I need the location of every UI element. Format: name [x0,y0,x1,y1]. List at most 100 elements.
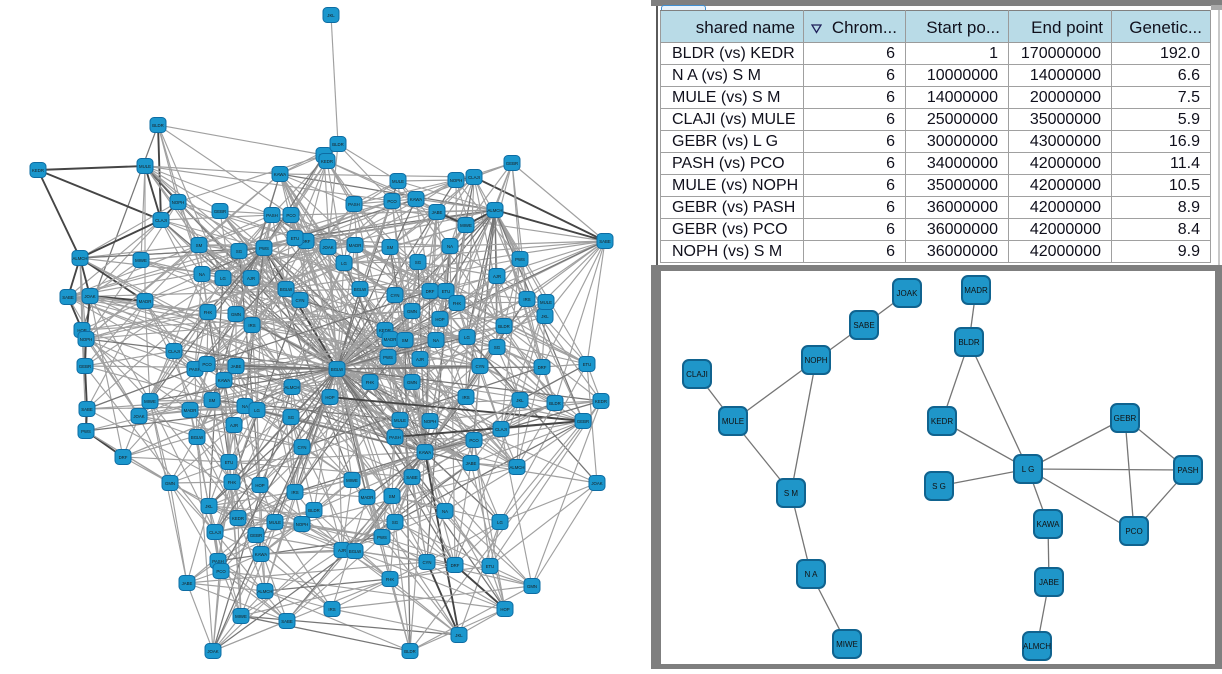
svg-text:MADR: MADR [139,299,152,304]
svg-text:NA: NA [242,404,248,409]
svg-text:ALMCH: ALMCH [72,256,87,261]
svg-text:SM: SM [402,338,409,343]
svg-text:NOPH: NOPH [296,522,308,527]
svg-text:BGLW: BGLW [331,367,344,372]
svg-text:PCO: PCO [216,569,226,574]
svg-text:PCO: PCO [202,362,212,367]
svg-text:SABE: SABE [281,619,293,624]
svg-text:KAWA: KAWA [218,378,230,383]
svg-text:MULE: MULE [540,300,552,305]
svg-text:CLAJI: CLAJI [495,427,507,432]
svg-text:SABE: SABE [62,295,74,300]
svg-text:ETU: ETU [583,362,592,367]
svg-text:JKL: JKL [516,398,524,403]
svg-text:ALMCH: ALMCH [509,465,524,470]
svg-text:MADR: MADR [384,337,397,342]
svg-text:HOP: HOP [77,328,86,333]
svg-text:GEBR: GEBR [250,533,262,538]
svg-text:LG: LG [464,335,470,340]
svg-text:ETU: ETU [291,236,300,241]
svg-text:JKL: JKL [455,633,463,638]
svg-text:BLDR: BLDR [498,324,509,329]
svg-text:SABE: SABE [81,407,93,412]
svg-text:PWS: PWS [259,246,269,251]
svg-text:AJR: AJR [230,423,238,428]
svg-text:NA: NA [433,338,439,343]
svg-text:DRF: DRF [302,239,311,244]
svg-text:KAWA: KAWA [255,552,267,557]
svg-text:ALMCH: ALMCH [284,385,299,390]
svg-text:GMN: GMN [165,481,175,486]
svg-text:CYN: CYN [295,298,304,303]
svg-text:HOP: HOP [325,395,334,400]
svg-text:PCO: PCO [469,438,479,443]
svg-text:PWS: PWS [515,257,525,262]
svg-text:IRS: IRS [523,297,530,302]
svg-text:SABE: SABE [406,475,418,480]
svg-text:CLAJI: CLAJI [168,349,180,354]
svg-text:LG: LG [497,520,503,525]
svg-text:FHK: FHK [366,380,375,385]
svg-text:SG: SG [415,260,422,265]
svg-text:SM: SM [389,494,396,499]
svg-text:KAWA: KAWA [274,172,286,177]
svg-text:DRF: DRF [451,563,460,568]
svg-text:JOAK: JOAK [133,414,144,419]
svg-text:GMN: GMN [407,380,417,385]
svg-text:DRF: DRF [426,289,435,294]
svg-text:CLAJI: CLAJI [155,218,167,223]
svg-text:NA: NA [199,272,205,277]
svg-text:JABE: JABE [182,581,193,586]
svg-text:GEBR: GEBR [577,419,589,424]
svg-text:SM: SM [387,245,394,250]
svg-text:CYN: CYN [297,445,306,450]
svg-text:MULE: MULE [269,520,281,525]
svg-text:JOAK: JOAK [84,294,95,299]
svg-text:SG: SG [494,345,501,350]
svg-text:PWS: PWS [383,355,393,360]
svg-text:MIWE: MIWE [135,258,147,263]
svg-text:CYN: CYN [475,364,484,369]
svg-text:MIWE: MIWE [460,223,472,228]
svg-text:JKL: JKL [327,13,335,18]
svg-text:JABE: JABE [231,364,242,369]
svg-text:GMN: GMN [231,312,241,317]
svg-text:JABE: JABE [466,461,477,466]
svg-text:BLDR: BLDR [549,401,560,406]
svg-text:FHK: FHK [204,310,213,315]
svg-text:MIWE: MIWE [235,614,247,619]
svg-text:KEDR: KEDR [232,516,244,521]
svg-text:SG: SG [288,415,295,420]
svg-text:KAWA: KAWA [419,450,431,455]
svg-text:JOAK: JOAK [207,649,218,654]
svg-text:ETU: ETU [442,289,451,294]
svg-text:JKL: JKL [205,504,213,509]
svg-text:NOPH: NOPH [450,178,462,183]
svg-text:ALMCH: ALMCH [257,589,272,594]
svg-text:HOP: HOP [500,607,509,612]
svg-text:MULE: MULE [392,179,404,184]
svg-text:PCO: PCO [286,213,296,218]
svg-text:PASH: PASH [389,435,400,440]
svg-text:GMN: GMN [407,309,417,314]
svg-text:FHK: FHK [386,577,395,582]
svg-text:NA: NA [447,244,453,249]
svg-text:DRF: DRF [119,455,128,460]
svg-text:CLAJI: CLAJI [209,530,221,535]
svg-text:BLDR: BLDR [332,142,343,147]
svg-text:PWS: PWS [377,535,387,540]
svg-text:KEDR: KEDR [32,168,44,173]
svg-text:PASH: PASH [212,559,223,564]
svg-text:GMN: GMN [527,584,537,589]
svg-text:PASH: PASH [348,202,359,207]
svg-text:BLDR: BLDR [308,508,319,513]
svg-text:MULE: MULE [394,418,406,423]
svg-text:BGLW: BGLW [280,287,293,292]
svg-text:FHK: FHK [453,301,462,306]
svg-text:NOPH: NOPH [172,200,184,205]
svg-text:ETU: ETU [225,460,234,465]
svg-text:JKL: JKL [541,314,549,319]
svg-text:PASH: PASH [189,367,200,372]
svg-text:IRS: IRS [328,607,335,612]
svg-text:CYN: CYN [422,560,431,565]
